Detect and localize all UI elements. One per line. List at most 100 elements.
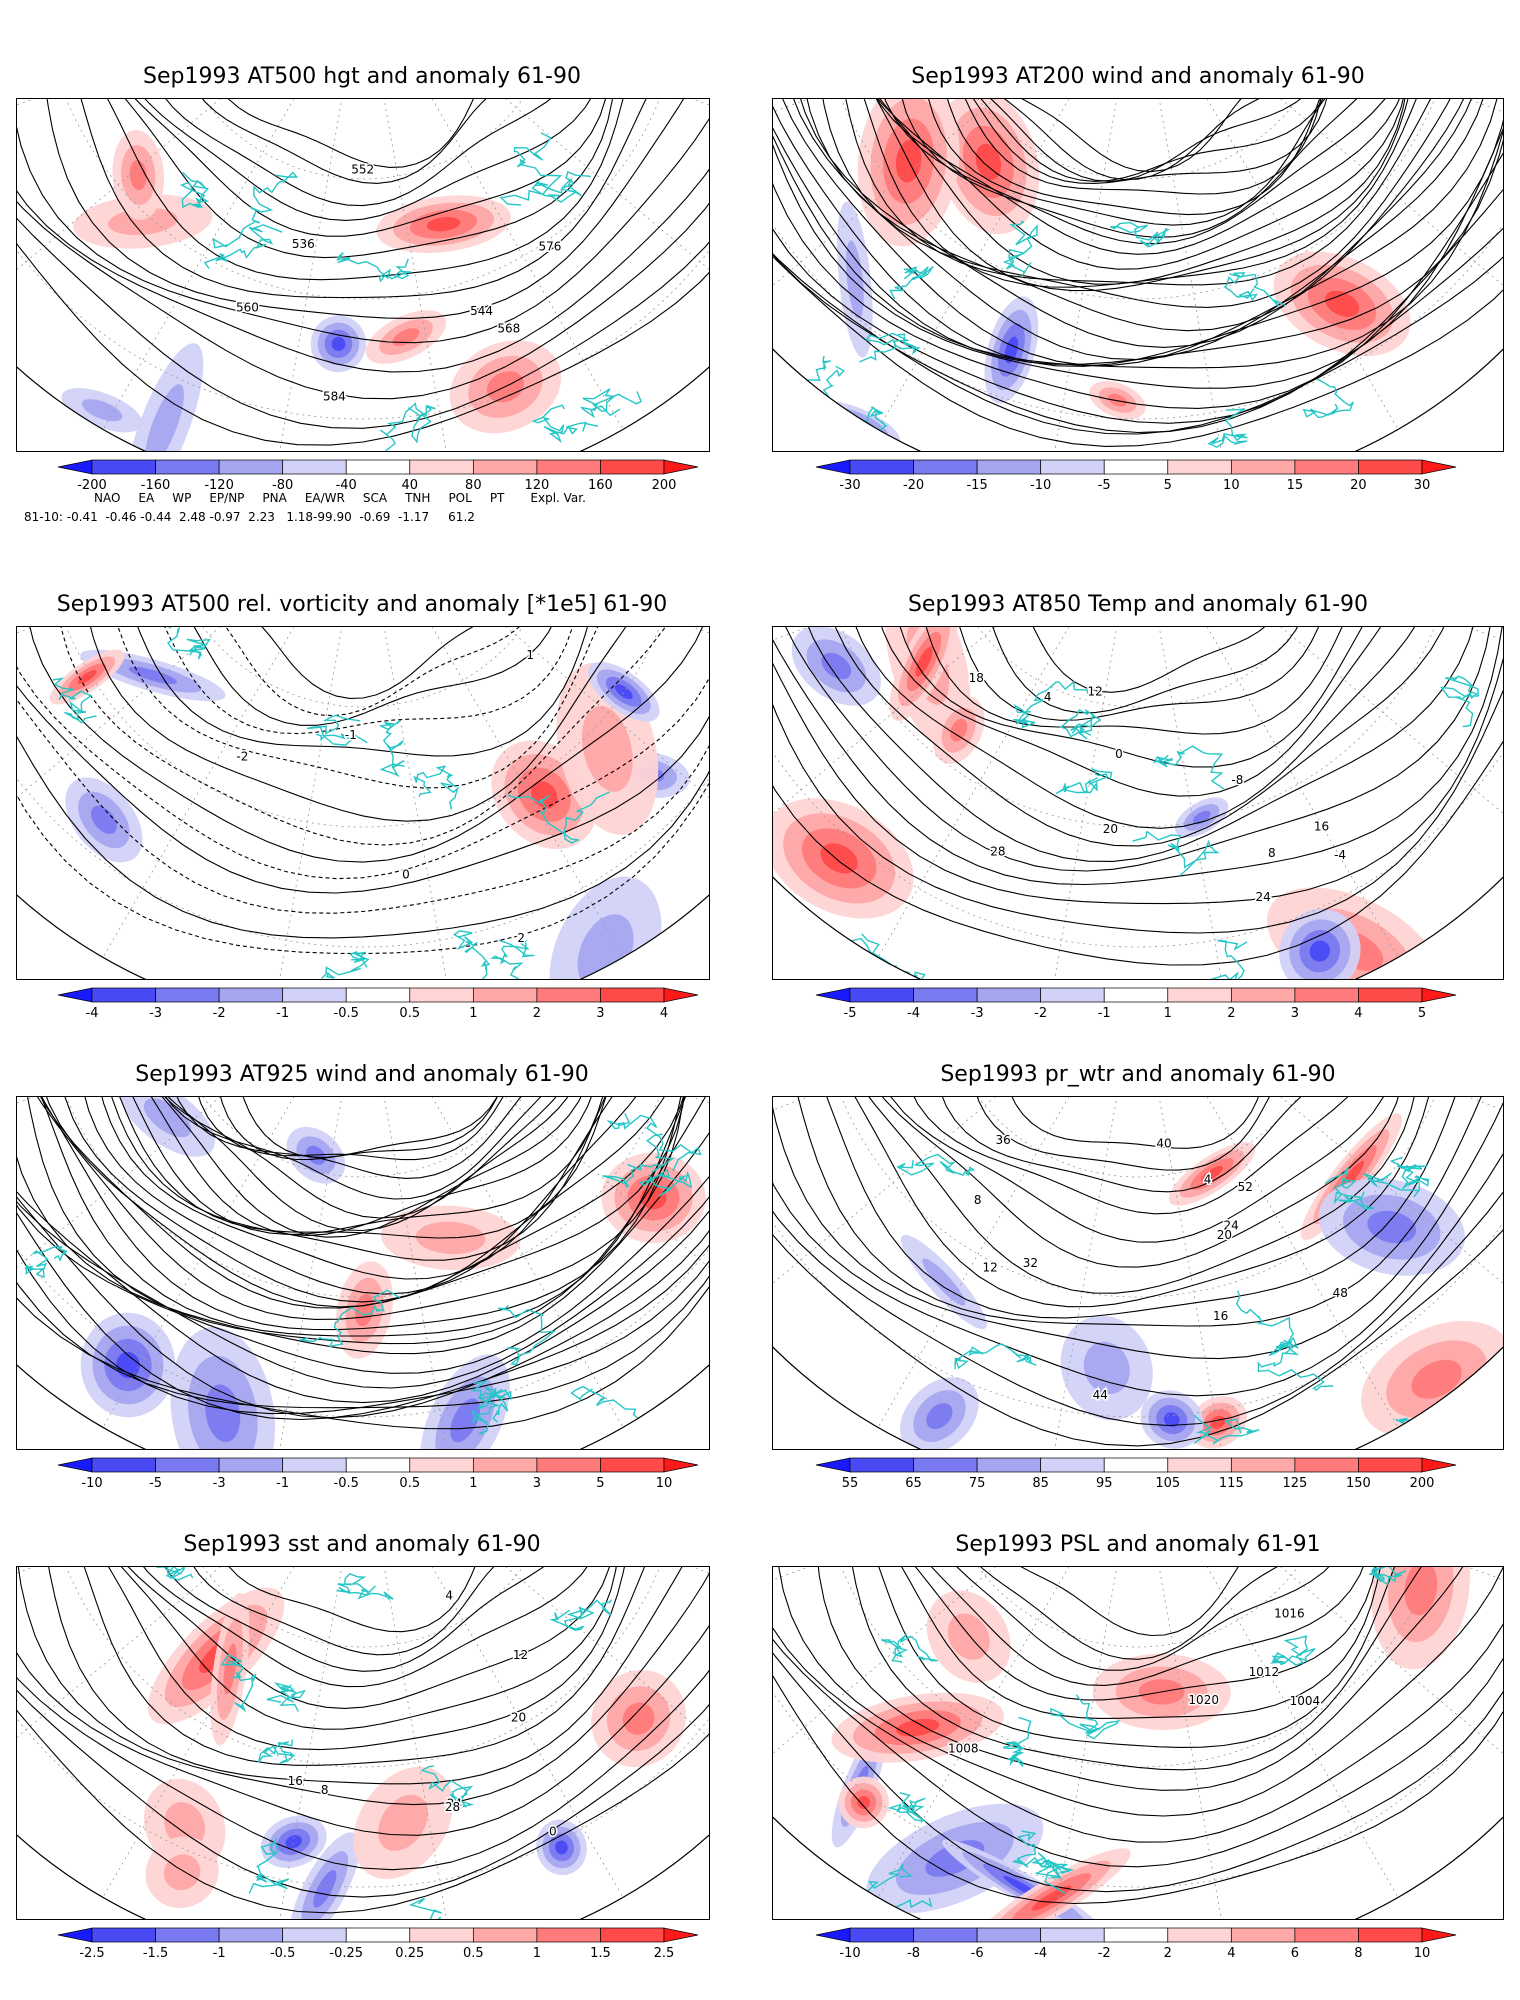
panel-title: Sep1993 PSL and anomaly 61-91: [955, 1532, 1321, 1557]
anomaly-shading: [1371, 1567, 1471, 1670]
colorbar-box: [155, 1927, 220, 1943]
colorbar-arrow-high: [663, 1457, 699, 1473]
colorbar-box: [1167, 1457, 1232, 1473]
contour-label: 12: [1087, 684, 1102, 698]
panel-title: Sep1993 sst and anomaly 61-90: [183, 1532, 541, 1557]
anomaly-shading: [112, 130, 164, 220]
anomaly-shading: [210, 1592, 250, 1746]
colorbar-tick-label: 1.5: [590, 1946, 611, 1961]
colorbar: -10 -5 -3 -1 -0.5 0.5 1 3 5 10: [57, 1457, 699, 1502]
colorbar-box: [345, 459, 411, 475]
contour-lines: [773, 627, 1503, 966]
anomaly-shading: [73, 194, 213, 249]
colorbar-box: [1294, 987, 1359, 1003]
colorbar-tick-label: 2.5: [654, 1946, 675, 1961]
colorbar-tick-label: 0.25: [395, 1946, 424, 1961]
colorbar-tick-label: -2: [213, 1006, 226, 1021]
colorbar-box: [1230, 459, 1296, 475]
colorbar-tick-label: 0.5: [399, 1006, 420, 1021]
teleconnection-values: 81-10: -0.41 -0.46 -0.44 2.48 -0.97 2.23…: [24, 510, 475, 524]
contour-label: 4: [445, 1589, 453, 1603]
colorbar-tick-label: 95: [1096, 1476, 1113, 1491]
contour-label: 20: [1217, 1228, 1232, 1242]
panel-prwtr: Sep1993 pr_wtr and anomaly 61-90 40 44 48 5…: [770, 1058, 1506, 1491]
colorbar-tick-label: 8: [1354, 1946, 1362, 1961]
colorbar-box: [1358, 459, 1423, 475]
anomaly-shading: [900, 1377, 979, 1449]
colorbar-arrow-low: [57, 1457, 93, 1473]
anomaly-shading: [1168, 1142, 1256, 1206]
colorbar-box: [1167, 987, 1232, 1003]
colorbar-tick-label: 3: [533, 1476, 541, 1491]
contour-label: 552: [351, 162, 374, 176]
panel-title: Sep1993 AT200 wind and anomaly 61-90: [911, 64, 1365, 89]
colorbar-tick-label: -80: [272, 478, 293, 493]
anomaly-shading: [420, 1354, 510, 1449]
colorbar-box: [155, 987, 220, 1003]
colorbar-tick-label: -1: [213, 1946, 226, 1961]
colorbar-box: [1294, 1927, 1359, 1943]
colorbar-box: [1040, 459, 1105, 475]
colorbar-tick-label: 6: [1291, 1946, 1299, 1961]
contour-label: 20: [511, 1711, 526, 1725]
anomaly-shading: [1361, 1320, 1503, 1438]
colorbar: -200 -160 -120 -80 -40 40 80 120 160 200: [57, 459, 699, 504]
colorbar-box: [218, 987, 284, 1003]
colorbar-box: [1040, 1927, 1105, 1943]
colorbar-tick-label: 10: [1223, 478, 1240, 493]
colorbar-box: [1040, 1457, 1105, 1473]
colorbar-tick-label: -3: [971, 1006, 984, 1021]
colorbar-box: [409, 459, 474, 475]
panel-psl: Sep1993 PSL and anomaly 61-91 1004 1008 10…: [770, 1528, 1506, 1961]
colorbar-box: [536, 987, 601, 1003]
colorbar-tick-label: -4: [86, 1006, 99, 1021]
colorbar-box: [409, 1457, 474, 1473]
contour-label: 584: [323, 389, 346, 403]
anomaly-shading: [809, 400, 901, 449]
anomaly-shading: [289, 1832, 360, 1919]
colorbar-tick-label: 5: [596, 1476, 604, 1491]
contour-label: 1008: [948, 1742, 979, 1756]
colorbar-box: [1358, 1927, 1423, 1943]
colorbar-box: [1358, 1457, 1423, 1473]
panel-500hgt: Sep1993 AT500 hgt and anomaly 61-90 536 5…: [14, 60, 710, 493]
colorbar-tick-label: -4: [907, 1006, 920, 1021]
colorbar-tick-label: 3: [596, 1006, 604, 1021]
colorbar-box: [91, 1457, 156, 1473]
anomaly-shading: [1279, 908, 1361, 979]
contour-label: 36: [996, 1133, 1011, 1147]
colorbar-tick-label: -5: [1098, 478, 1111, 493]
anomaly-shading: [365, 310, 447, 364]
colorbar-box: [1103, 1457, 1169, 1473]
colorbar-box: [1294, 1457, 1359, 1473]
colorbar-box: [282, 459, 347, 475]
colorbar-box: [913, 987, 978, 1003]
colorbar-tick-label: 4: [660, 1006, 668, 1021]
contour-label: 28: [445, 1800, 460, 1814]
contour-label: 8: [321, 1783, 329, 1797]
colorbar-box: [218, 459, 284, 475]
colorbar-box: [600, 1457, 665, 1473]
panel-925wind: Sep1993 AT925 wind and anomaly 61-90 -10…: [14, 1058, 710, 1491]
index-header-row: NAO EA WP EP/NP PNA EA/WR SCA TNH POL PT Expl. Var…: [94, 491, 604, 505]
contour-label: 12: [982, 1260, 997, 1274]
contour-label: 576: [538, 240, 561, 254]
colorbar-arrow-high: [1421, 1457, 1457, 1473]
contour-label: -8: [1231, 773, 1243, 787]
contour-label: 32: [1023, 1256, 1038, 1270]
contour-lines: [17, 1567, 709, 1914]
coastlines: [896, 1153, 1446, 1449]
anomaly-shading: [65, 777, 143, 863]
colorbar-box: [1358, 987, 1423, 1003]
colorbar-tick-label: -160: [141, 478, 171, 493]
contour-label: 1004: [1290, 1694, 1321, 1708]
anomaly-shading: [591, 1670, 686, 1768]
index-header: EA/WR: [304, 491, 345, 505]
colorbar-tick-label: -0.5: [334, 1476, 359, 1491]
index-values: -0.41 -0.46 -0.44 2.48 -0.97 2.23 1.18-9…: [66, 510, 475, 524]
index-header: PT: [489, 491, 505, 505]
map-plot: 536 544 552 560 568 576 584: [16, 98, 710, 452]
anomaly-shading: [145, 1836, 219, 1909]
colorbar-box: [1230, 1457, 1296, 1473]
map-plot: [772, 98, 1504, 452]
